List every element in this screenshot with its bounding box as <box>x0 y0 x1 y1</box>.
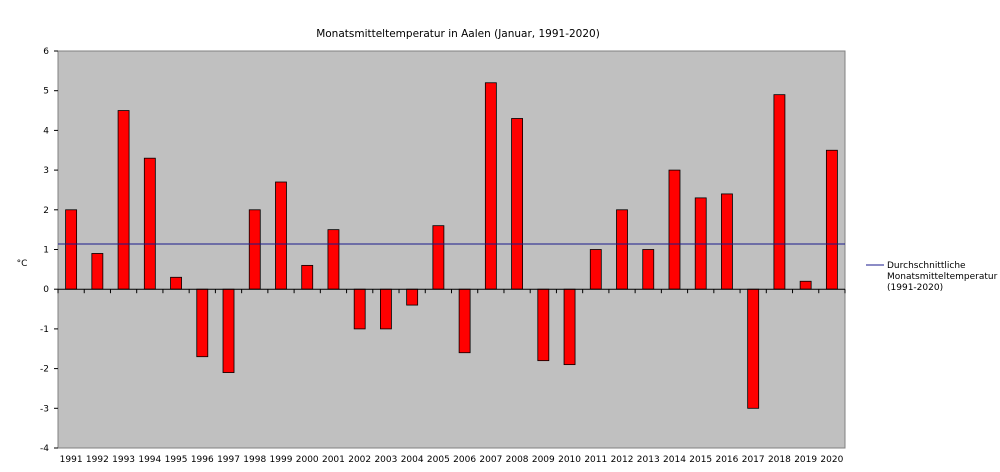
bar-2000 <box>301 264 314 290</box>
x-tick-label: 1991 <box>60 455 83 465</box>
x-tick-label: 2006 <box>453 455 476 465</box>
x-tick-label: 2016 <box>715 455 738 465</box>
bar-1997 <box>222 288 235 373</box>
y-tick-label: 0 <box>43 285 49 295</box>
x-tick-label: 2020 <box>820 455 843 465</box>
x-tick-label: 2013 <box>637 455 660 465</box>
bar-1996 <box>196 288 209 358</box>
x-tick-label: 2009 <box>532 455 555 465</box>
legend-label-line: Durchschnittliche <box>887 261 966 271</box>
x-tick-label: 2003 <box>374 455 397 465</box>
bar-2011 <box>589 249 602 290</box>
legend-label-line: (1991-2020) <box>887 283 943 293</box>
x-tick-label: 1997 <box>217 455 240 465</box>
bar-2007 <box>484 82 497 290</box>
y-tick-label: 2 <box>43 206 49 216</box>
x-axis: 1991 1992 1993 1994 1995 1996 1997 1998 1999 2000… <box>57 289 846 465</box>
x-tick-label: 2019 <box>794 455 817 465</box>
y-tick-label: -1 <box>40 325 49 335</box>
y-tick-label: 3 <box>43 166 49 176</box>
x-tick-label: 2001 <box>322 455 345 465</box>
x-tick-label: 2017 <box>742 455 765 465</box>
x-tick-label: 2008 <box>506 455 529 465</box>
bar-2006 <box>458 288 471 354</box>
bar-2008 <box>511 118 523 290</box>
x-tick-label: 2005 <box>427 455 450 465</box>
bar-2005 <box>432 225 445 290</box>
plot-area <box>57 50 846 449</box>
bar-2009 <box>537 288 550 362</box>
x-tick-label: 2010 <box>558 455 581 465</box>
y-axis: -4 -3 -2 -1 0 1 2 3 4 5 6 <box>40 47 58 454</box>
bar-2020 <box>825 149 838 290</box>
x-tick-label: 2011 <box>584 455 607 465</box>
y-tick-label: 6 <box>43 47 49 57</box>
y-tick-label: -3 <box>40 404 49 414</box>
y-tick-label: 1 <box>43 246 49 256</box>
bar-2014 <box>668 169 681 290</box>
bar-2002 <box>353 288 366 330</box>
y-tick-label: 4 <box>43 126 49 136</box>
x-tick-label: 1998 <box>243 455 266 465</box>
x-tick-label: 1992 <box>86 455 109 465</box>
bar-2017 <box>747 288 760 409</box>
bar-2016 <box>721 193 733 290</box>
x-tick-label: 1994 <box>138 455 161 465</box>
bar-2010 <box>563 288 576 366</box>
y-tick-label: -4 <box>40 444 49 454</box>
y-tick-label: -2 <box>40 365 49 375</box>
bar-2018 <box>773 94 786 290</box>
legend: Durchschnittliche Monatsmitteltemperatur(… <box>866 261 998 293</box>
bar-1991 <box>65 209 78 290</box>
x-tick-label: 2015 <box>689 455 712 465</box>
x-tick-label: 2004 <box>401 455 424 465</box>
chart-title: Monatsmitteltemperatur in Aalen (Januar,… <box>316 28 600 40</box>
x-tick-label: 2018 <box>768 455 791 465</box>
bar-1994 <box>143 157 156 290</box>
x-tick-label: 2002 <box>348 455 371 465</box>
bar-1998 <box>248 209 261 290</box>
bar-2019 <box>799 280 812 290</box>
bar-1999 <box>275 181 287 290</box>
x-tick-label: 1995 <box>165 455 188 465</box>
x-tick-label: 1993 <box>112 455 135 465</box>
bar-1992 <box>91 253 104 290</box>
x-tick-label: 2007 <box>479 455 502 465</box>
bar-2003 <box>380 288 392 330</box>
y-tick-label: 5 <box>43 87 49 97</box>
x-tick-label: 1999 <box>270 455 293 465</box>
bar-2012 <box>616 209 628 290</box>
bar-2013 <box>642 249 655 290</box>
bar-1995 <box>170 276 182 290</box>
x-tick-label: 2000 <box>296 455 319 465</box>
legend-label: Durchschnittliche Monatsmitteltemperatur(… <box>887 261 998 293</box>
bar-2001 <box>327 229 340 290</box>
y-axis-label: °C <box>17 259 28 269</box>
legend-label-line: Monatsmitteltemperatur <box>887 272 998 282</box>
x-tick-label: 1996 <box>191 455 214 465</box>
x-tick-label: 2014 <box>663 455 686 465</box>
bar-2004 <box>406 288 419 306</box>
x-tick-label: 2012 <box>611 455 634 465</box>
bar-1993 <box>117 110 130 290</box>
